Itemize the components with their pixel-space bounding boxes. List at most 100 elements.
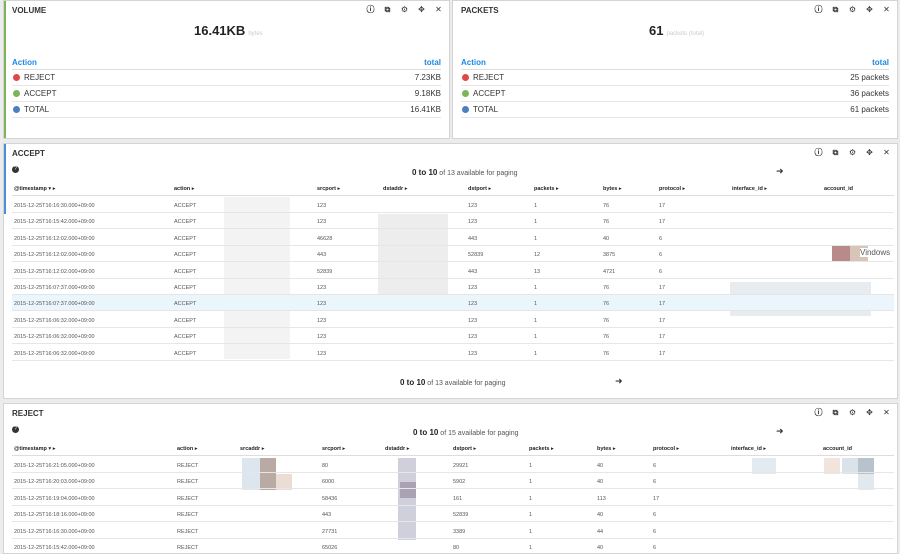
column-header-interface-id[interactable]: interface_id ▸	[731, 446, 767, 452]
cell-dstport: 443	[468, 235, 478, 242]
next-page-arrow-icon[interactable]: ➜	[615, 376, 623, 386]
column-header-dstport[interactable]: dstport ▸	[453, 446, 477, 452]
close-icon[interactable]: ✕	[435, 5, 442, 14]
table-row[interactable]: 2015-12-25T16:20:03.000+09:00 REJECT 6000 5…	[12, 473, 894, 490]
close-icon[interactable]: ✕	[883, 5, 890, 14]
cell-dstport: 123	[468, 203, 478, 209]
column-header-total[interactable]: total	[872, 58, 889, 67]
paging-range: 0 to 10	[412, 168, 438, 177]
cell-packets: 1	[534, 317, 538, 324]
cell-srcport: 27731	[322, 528, 338, 535]
table-row[interactable]: 2015-12-25T16:07:37.000+09:00 ACCEPT 123 12…	[12, 279, 894, 295]
table-row[interactable]: 2015-12-25T16:18:16.000+09:00 REJECT 443 52…	[12, 506, 894, 523]
cell-srcport: 443	[317, 252, 327, 259]
cell-timestamp: 2015-12-25T16:15:42.000+09:00	[14, 545, 95, 551]
table-row: ACCEPT 9.18KB	[12, 86, 441, 102]
next-page-arrow-icon[interactable]: ➜	[776, 426, 784, 436]
column-header-srcport[interactable]: srcport ▸	[317, 186, 341, 192]
column-header-timestamp[interactable]: @timestamp ▾ ▸	[14, 446, 56, 452]
close-icon[interactable]: ✕	[883, 148, 890, 157]
cell-bytes: 76	[603, 301, 610, 308]
move-icon[interactable]: ✥	[866, 408, 873, 417]
close-icon[interactable]: ✕	[883, 408, 890, 417]
column-header-srcaddr[interactable]: srcaddr ▸	[240, 446, 265, 452]
column-header-account-id[interactable]: account_id	[824, 186, 854, 192]
paging-info: 0 to 10 of 13 available for paging	[412, 168, 518, 177]
copy-icon[interactable]: ⧉	[384, 5, 391, 14]
table-row[interactable]: 2015-12-25T16:16:30.000+09:00 REJECT 27731…	[12, 523, 894, 539]
table-header: Action total	[12, 58, 441, 70]
table-row[interactable]: 2015-12-25T16:12:02.000+09:00 ACCEPT 46628…	[12, 230, 894, 246]
cell-protocol: 6	[653, 479, 657, 486]
column-header-action[interactable]: Action	[12, 58, 37, 67]
column-header-packets[interactable]: packets ▸	[534, 186, 559, 192]
info-icon[interactable]: ⓘ	[814, 148, 823, 157]
column-header-interface-id[interactable]: interface_id ▸	[732, 186, 768, 192]
move-icon[interactable]: ✥	[866, 5, 873, 14]
column-header-action[interactable]: Action	[461, 58, 486, 67]
cell-protocol: 6	[659, 235, 663, 242]
table-row[interactable]: 2015-12-25T16:15:42.000+09:00 ACCEPT 123 12…	[12, 213, 894, 230]
copy-icon[interactable]: ⧉	[832, 408, 839, 417]
move-icon[interactable]: ✥	[866, 148, 873, 157]
column-header-bytes[interactable]: bytes ▸	[597, 446, 616, 452]
column-header-dstport[interactable]: dstport ▸	[468, 186, 492, 192]
cell-bytes: 76	[603, 317, 610, 324]
cell-timestamp: 2015-12-25T16:07:37.000+09:00	[14, 301, 95, 308]
column-header-action[interactable]: action ▸	[174, 186, 195, 192]
table-row[interactable]: 2015-12-25T16:12:02.000+09:00 ACCEPT 52839…	[12, 263, 894, 279]
info-icon[interactable]: ⓘ	[366, 5, 375, 14]
move-icon[interactable]: ✥	[418, 5, 425, 14]
column-header-srcport[interactable]: srcport ▸	[322, 446, 346, 452]
aggregation-table: Action total REJECT 25 packets ACCEPT 36…	[461, 58, 889, 118]
cell-action: ACCEPT	[174, 317, 197, 324]
redacted-dstaddr	[398, 458, 416, 540]
table-header: @timestamp ▾ ▸ action ▸ srcport ▸ dstadd…	[12, 184, 894, 196]
table-row[interactable]: 2015-12-25T16:07:37.000+09:00 ACCEPT 123 12…	[12, 295, 894, 312]
cell-packets: 1	[534, 235, 538, 242]
cell-srcport: 52839	[317, 268, 333, 275]
cell-timestamp: 2015-12-25T16:15:42.000+09:00	[14, 219, 95, 226]
column-header-action[interactable]: action ▸	[177, 446, 198, 452]
cell-protocol: 17	[659, 317, 666, 324]
copy-icon[interactable]: ⧉	[832, 148, 839, 157]
table-row: TOTAL 16.41KB	[12, 102, 441, 118]
table-row[interactable]: 2015-12-25T16:06:32.000+09:00 ACCEPT 123 12…	[12, 345, 894, 361]
table-row[interactable]: 2015-12-25T16:19:04.000+09:00 REJECT 58436…	[12, 490, 894, 506]
cell-timestamp: 2015-12-25T16:06:32.000+09:00	[14, 350, 95, 357]
packets-panel: PACKETS ⓘ ⧉ ⚙ ✥ ✕ 61 packets (total) Acti…	[452, 0, 898, 139]
help-icon[interactable]: ?	[12, 166, 19, 173]
copy-icon[interactable]: ⧉	[832, 5, 839, 14]
cell-action: REJECT	[177, 545, 199, 551]
column-header-dstaddr[interactable]: dstaddr ▸	[383, 186, 408, 192]
gear-icon[interactable]: ⚙	[848, 408, 857, 417]
cell-dstport: 29921	[453, 463, 469, 469]
table-row[interactable]: 2015-12-25T16:16:30.000+09:00 ACCEPT 123 12…	[12, 197, 894, 213]
cell-action: ACCEPT	[174, 235, 197, 242]
gear-icon[interactable]: ⚙	[400, 5, 409, 14]
column-header-packets[interactable]: packets ▸	[529, 446, 554, 452]
column-header-protocol[interactable]: protocol ▸	[659, 186, 686, 192]
table-row[interactable]: 2015-12-25T16:06:32.000+09:00 ACCEPT 123 12…	[12, 312, 894, 328]
table-row[interactable]: 2015-12-25T16:12:02.000+09:00 ACCEPT 443 52…	[12, 246, 894, 263]
info-icon[interactable]: ⓘ	[814, 5, 823, 14]
info-icon[interactable]: ⓘ	[814, 408, 823, 417]
table-row[interactable]: 2015-12-25T16:21:05.000+09:00 REJECT 80 299…	[12, 457, 894, 473]
cell-packets: 1	[534, 285, 538, 291]
redacted-account	[858, 474, 874, 490]
gear-icon[interactable]: ⚙	[848, 5, 857, 14]
gear-icon[interactable]: ⚙	[848, 148, 857, 157]
redacted-account	[858, 458, 874, 474]
column-header-timestamp[interactable]: @timestamp ▾ ▸	[14, 186, 56, 192]
table-row[interactable]: 2015-12-25T16:06:32.000+09:00 ACCEPT 123 12…	[12, 328, 894, 345]
column-header-bytes[interactable]: bytes ▸	[603, 186, 622, 192]
column-header-protocol[interactable]: protocol ▸	[653, 446, 680, 452]
next-page-arrow-icon[interactable]: ➜	[776, 166, 784, 176]
cell-packets: 1	[529, 528, 533, 535]
column-header-account-id[interactable]: account_id	[823, 446, 853, 452]
column-header-total[interactable]: total	[424, 58, 441, 67]
help-icon[interactable]: ?	[12, 426, 19, 433]
column-header-dstaddr[interactable]: dstaddr ▸	[385, 446, 410, 452]
table-row[interactable]: 2015-12-25T16:15:42.000+09:00 REJECT 65026…	[12, 539, 894, 553]
cell-protocol: 17	[659, 219, 666, 226]
